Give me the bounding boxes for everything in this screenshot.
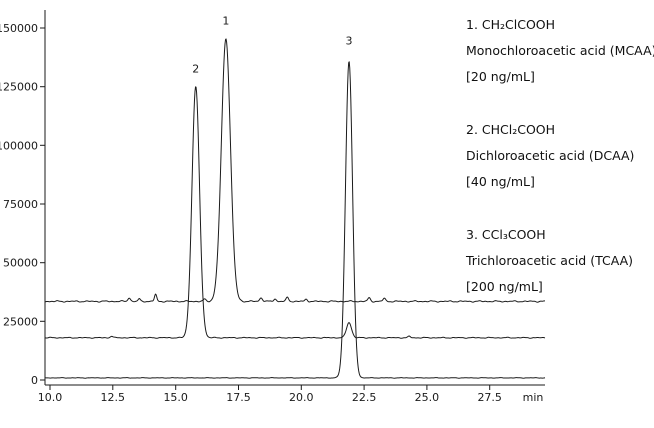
legend-entry-tcaa: 3. CCl₃COOH Trichloroacetic acid (TCAA) …: [466, 222, 652, 300]
legend-entry-concentration: [20 ng/mL]: [466, 69, 535, 84]
legend-entry-formula: 1. CH₂ClCOOH: [466, 17, 556, 32]
y-tick-label: 25000: [3, 315, 38, 328]
x-tick-label: 25.0: [415, 391, 440, 404]
axes: [40, 10, 545, 390]
y-tick-label: 125000: [0, 81, 38, 94]
y-tick-label: 0: [31, 374, 38, 387]
legend-entry-name: Monochloroacetic acid (MCAA): [466, 43, 654, 58]
peak-label-3: 3: [346, 34, 353, 47]
x-tick-label: 17.5: [226, 391, 251, 404]
y-tick-label: 50000: [3, 257, 38, 270]
trace-1: [44, 38, 546, 303]
peak-label-1: 1: [222, 15, 229, 28]
y-tick-label: 100000: [0, 139, 38, 152]
x-axis-unit-label: min: [523, 391, 544, 404]
x-tick-label: 12.5: [101, 391, 126, 404]
x-tick-label: 27.5: [477, 391, 502, 404]
x-tick-label: 10.0: [38, 391, 63, 404]
legend-entry-formula: 3. CCl₃COOH: [466, 227, 546, 242]
peak-label-2: 2: [192, 63, 199, 76]
legend-entry-dcaa: 2. CHCl₂COOH Dichloroacetic acid (DCAA) …: [466, 117, 652, 195]
y-tick-label: 150000: [0, 22, 38, 35]
legend-entry-name: Trichloroacetic acid (TCAA): [466, 253, 634, 268]
legend-entry-name: Dichloroacetic acid (DCAA): [466, 148, 635, 163]
legend-entry-mcaa: 1. CH₂ClCOOH Monochloroacetic acid (MCAA…: [466, 12, 654, 90]
legend-entry-concentration: [40 ng/mL]: [466, 174, 535, 189]
trace-2: [44, 86, 546, 339]
x-tick-label: 20.0: [289, 391, 314, 404]
peak-labels: 1 2 3: [192, 15, 352, 76]
x-tick-label: 22.5: [352, 391, 377, 404]
traces: [44, 38, 546, 379]
legend-entry-concentration: [200 ng/mL]: [466, 279, 543, 294]
peak-legend: 1. CH₂ClCOOH Monochloroacetic acid (MCAA…: [466, 12, 654, 300]
trace-3: [44, 61, 546, 379]
y-tick-label: 75000: [3, 198, 38, 211]
tick-labels: 0 25000 50000 75000 100000 125000 150000 10.0 12…: [0, 22, 543, 404]
x-tick-label: 15.0: [163, 391, 188, 404]
legend-entry-formula: 2. CHCl₂COOH: [466, 122, 556, 137]
